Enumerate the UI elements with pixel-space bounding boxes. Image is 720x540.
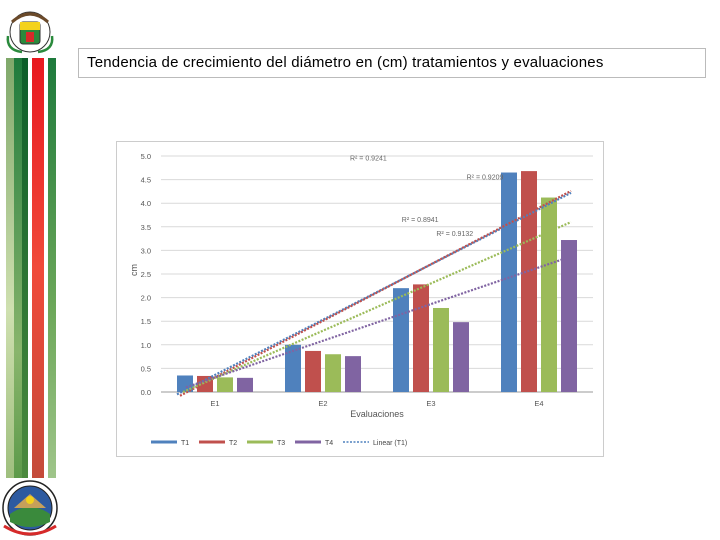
x-axis-tick-labels: E1 E2 E3 E4 xyxy=(210,399,543,408)
y-tick-label: 4.5 xyxy=(141,176,151,185)
r2-label-t2: R² = 0.9209 xyxy=(467,175,504,182)
bar-t4-e3 xyxy=(453,322,469,392)
legend-item-t4: T4 xyxy=(295,440,333,447)
y-tick-label: 2.5 xyxy=(141,270,151,279)
bar-t3-e3 xyxy=(433,307,449,392)
institution-emblem-top xyxy=(6,11,54,54)
x-tick-label: E3 xyxy=(426,399,435,408)
legend-item-t3: T3 xyxy=(247,440,285,447)
chart-legend: T1 T2 T3 T4 Linear (T1) xyxy=(151,440,407,447)
y-tick-label: 0.0 xyxy=(141,388,151,397)
x-tick-label: E1 xyxy=(210,399,219,408)
trendline-t2 xyxy=(179,189,572,397)
slide-title: Tendencia de crecimiento del diámetro en… xyxy=(87,54,604,71)
legend-label: T3 xyxy=(277,440,285,447)
legend-item-linear-t1-: Linear (T1) xyxy=(343,440,407,447)
trendline-t1 xyxy=(176,191,572,396)
bar-t1-e1 xyxy=(177,375,193,392)
decorative-stripes xyxy=(6,58,56,478)
bar-t2-e2 xyxy=(305,350,321,392)
trendline-t4 xyxy=(185,255,572,389)
r2-label-t3: R² = 0.8941 xyxy=(402,217,439,224)
bar-t1-e4 xyxy=(501,172,517,392)
x-tick-label: E2 xyxy=(318,399,327,408)
trendline-t3 xyxy=(182,221,572,394)
y-tick-label: 1.5 xyxy=(141,317,151,326)
bar-t2-e3 xyxy=(413,284,429,392)
institution-emblem-bottom xyxy=(2,480,58,536)
y-axis-tick-labels: 5.0 4.5 4.0 3.5 3.0 2.5 2.0 1.5 1.0 0.5 0.0 xyxy=(141,152,151,397)
bar-chart: 5.0 4.5 4.0 3.5 3.0 2.5 2.0 1.5 1.0 0.5 0.0 cm R² … xyxy=(129,152,593,447)
y-tick-label: 3.0 xyxy=(141,246,151,255)
trendlines xyxy=(176,189,572,397)
y-tick-label: 1.0 xyxy=(141,341,151,350)
bar-t4-e4 xyxy=(561,240,577,392)
y-axis-label: cm xyxy=(129,264,139,276)
bar-t4-e2 xyxy=(345,356,361,392)
legend-label: T1 xyxy=(181,440,189,447)
bar-t1-e2 xyxy=(285,344,301,392)
bar-t1-e3 xyxy=(393,288,409,392)
bar-t3-e1 xyxy=(217,377,233,392)
bar-t3-e4 xyxy=(541,197,557,392)
r2-label-t4: R² = 0.9132 xyxy=(436,231,473,238)
y-tick-label: 3.5 xyxy=(141,223,151,232)
legend-label: T2 xyxy=(229,440,237,447)
legend-label: T4 xyxy=(325,440,333,447)
legend-item-t2: T2 xyxy=(199,440,237,447)
y-tick-label: 2.0 xyxy=(141,294,151,303)
y-tick-label: 0.5 xyxy=(141,364,151,373)
x-tick-label: E4 xyxy=(534,399,543,408)
legend-label: Linear (T1) xyxy=(373,440,407,447)
y-tick-label: 4.0 xyxy=(141,199,151,208)
slide-title-box: Tendencia de crecimiento del diámetro en… xyxy=(78,48,706,78)
legend-item-t1: T1 xyxy=(151,440,189,447)
r2-labels: R² = 0.9241 R² = 0.9209 R² = 0.8941 R² = 0.… xyxy=(350,156,504,239)
bar-series xyxy=(177,171,577,392)
x-axis-label: Evaluaciones xyxy=(350,409,404,419)
bar-t3-e2 xyxy=(325,354,341,392)
r2-label-t1: R² = 0.9241 xyxy=(350,156,387,163)
bar-t4-e1 xyxy=(237,377,253,392)
chart-container: 5.0 4.5 4.0 3.5 3.0 2.5 2.0 1.5 1.0 0.5 0.0 cm R² … xyxy=(116,141,604,457)
y-tick-label: 5.0 xyxy=(141,152,151,161)
bar-t2-e4 xyxy=(521,171,537,392)
